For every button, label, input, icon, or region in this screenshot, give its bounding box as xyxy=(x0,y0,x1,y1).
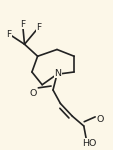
Text: F: F xyxy=(6,30,11,39)
Text: O: O xyxy=(30,89,37,98)
Text: F: F xyxy=(36,23,41,32)
Text: N: N xyxy=(54,69,61,78)
Text: O: O xyxy=(95,116,102,124)
Text: F: F xyxy=(20,20,25,29)
Text: HO: HO xyxy=(81,139,95,148)
